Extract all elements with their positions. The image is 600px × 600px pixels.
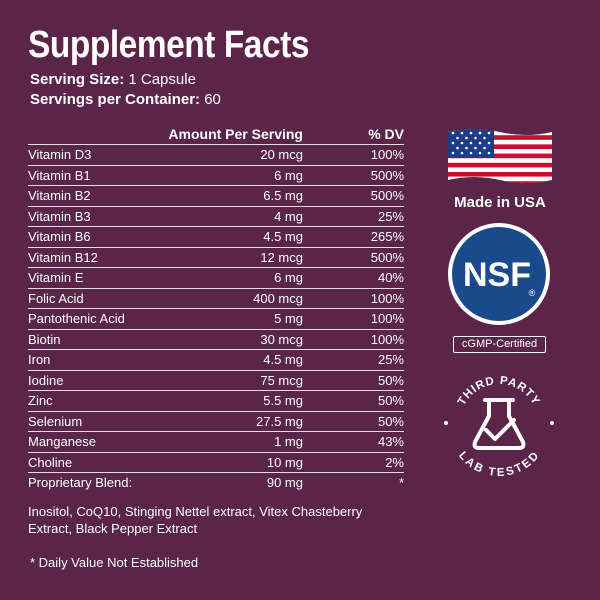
- nutrient-amount: 4.5 mg: [263, 229, 303, 245]
- nutrient-amount: 10 mg: [266, 454, 303, 470]
- nutrient-dv: 500%: [370, 188, 404, 204]
- nutrient-dv: 265%: [370, 229, 404, 245]
- nutrient-amount: 90 mg: [266, 475, 303, 491]
- nutrient-dv: 2%: [385, 454, 404, 470]
- nutrient-dv: 25%: [377, 352, 404, 368]
- table-row: Vitamin B2 6.5 mg 500%: [28, 185, 404, 206]
- table-row: Choline 10 mg 2%: [28, 451, 404, 473]
- nutrient-amount: 12 mcg: [260, 249, 303, 265]
- table-row: Selenium 27.5 mg 50%: [28, 410, 404, 432]
- svg-text:THIRD PARTY: THIRD PARTY: [456, 375, 542, 408]
- panel-title: Supplement Facts: [28, 24, 309, 66]
- nutrient-dv: *: [398, 475, 404, 491]
- flask-check-icon: [472, 398, 526, 450]
- nutrient-name: Choline: [28, 454, 73, 470]
- nutrient-dv: 100%: [370, 311, 404, 327]
- nutrient-name: Vitamin E: [28, 270, 84, 286]
- table-row: Proprietary Blend: 90 mg *: [28, 472, 404, 493]
- table-row: Manganese 1 mg 43%: [28, 431, 404, 452]
- nsf-logo-icon: NSF ®: [448, 223, 550, 325]
- table-row: Iron 4.5 mg 25%: [28, 349, 404, 370]
- nutrient-amount: 5.5 mg: [263, 393, 303, 409]
- footnote: * Daily Value Not Established: [30, 555, 199, 570]
- nutrient-name: Vitamin B2: [28, 188, 91, 204]
- nutrient-table: Amount Per Serving % DV Vitamin D3 20 mcg…: [28, 124, 404, 493]
- serving-size-label: Serving Size:: [30, 71, 125, 88]
- table-row: Folic Acid 400 mcg 100%: [28, 287, 404, 309]
- third-party-lab-badge: THIRD PARTY LAB TESTED: [444, 375, 554, 480]
- nutrient-name: Selenium: [28, 413, 83, 429]
- nutrient-dv: 500%: [370, 249, 404, 265]
- nutrient-name: Proprietary Blend:: [28, 475, 133, 491]
- serving-size-value: 1 Capsule: [128, 71, 196, 88]
- nutrient-name: Manganese: [28, 434, 96, 450]
- nutrient-amount: 30 mcg: [260, 331, 303, 347]
- servings-per-container: Servings per Container: 60: [30, 90, 221, 109]
- nutrient-name: Vitamin B3: [28, 208, 91, 224]
- table-row: Vitamin B6 4.5 mg 265%: [28, 226, 404, 247]
- nutrient-name: Folic Acid: [28, 290, 84, 306]
- blend-ingredients: Inositol, CoQ10, Stinging Nettel extract…: [28, 504, 363, 536]
- table-row: Vitamin B1 6 mg 500%: [28, 164, 404, 186]
- nutrient-dv: 100%: [370, 331, 404, 347]
- table-row: Pantothenic Acid 5 mg 100%: [28, 308, 404, 329]
- nutrient-amount: 6 mg: [274, 167, 303, 183]
- nutrient-amount: 20 mcg: [260, 147, 303, 163]
- servings-per-container-value: 60: [204, 91, 221, 108]
- nutrient-amount: 6.5 mg: [263, 188, 303, 204]
- nutrient-name: Pantothenic Acid: [28, 311, 125, 327]
- nutrient-dv: 50%: [377, 413, 404, 429]
- nutrient-dv: 50%: [377, 372, 404, 388]
- dv-header: % DV: [368, 126, 404, 142]
- table-row: Biotin 30 mcg 100%: [28, 328, 404, 350]
- nutrient-amount: 4 mg: [274, 208, 303, 224]
- serving-size: Serving Size: 1 Capsule: [30, 70, 196, 89]
- servings-per-container-label: Servings per Container:: [30, 91, 201, 108]
- made-in-usa-badge: Made in USA: [446, 126, 554, 211]
- cgmp-badge: cGMP-Certified: [453, 336, 546, 353]
- nutrient-dv: 50%: [377, 393, 404, 409]
- nutrient-dv: 100%: [370, 290, 404, 306]
- nutrient-name: Vitamin B6: [28, 229, 91, 245]
- table-body: Vitamin D3 20 mcg 100% Vitamin B1 6 mg 500% Vi…: [28, 144, 404, 493]
- nutrient-name: Zinc: [28, 393, 53, 409]
- lab-bottom-text: LAB TESTED: [456, 450, 541, 480]
- nutrient-amount: 400 mcg: [253, 290, 303, 306]
- nsf-text: NSF: [463, 256, 531, 294]
- made-in-usa-label: Made in USA: [454, 194, 546, 211]
- amount-header: Amount Per Serving: [168, 126, 303, 142]
- nutrient-dv: 25%: [377, 208, 404, 224]
- table-row: Vitamin E 6 mg 40%: [28, 267, 404, 288]
- nutrient-amount: 5 mg: [274, 311, 303, 327]
- table-row: Zinc 5.5 mg 50%: [28, 390, 404, 411]
- nutrient-name: Iodine: [28, 372, 64, 388]
- nutrient-dv: 500%: [370, 167, 404, 183]
- nutrient-name: Vitamin B1: [28, 167, 91, 183]
- nutrient-dv: 100%: [370, 147, 404, 163]
- nutrient-dv: 40%: [377, 270, 404, 286]
- svg-text:LAB TESTED: LAB TESTED: [456, 450, 542, 480]
- nutrient-amount: 4.5 mg: [263, 352, 303, 368]
- nutrient-amount: 1 mg: [274, 434, 303, 450]
- nutrient-amount: 75 mcg: [260, 372, 303, 388]
- nsf-registered-mark: ®: [529, 288, 536, 298]
- table-row: Vitamin B12 12 mcg 500%: [28, 246, 404, 268]
- nutrient-amount: 6 mg: [274, 270, 303, 286]
- us-flag-icon: [448, 129, 552, 183]
- table-row: Vitamin B3 4 mg 25%: [28, 205, 404, 227]
- table-row: Iodine 75 mcg 50%: [28, 369, 404, 391]
- nutrient-name: Vitamin D3: [28, 147, 92, 163]
- lab-top-text: THIRD PARTY: [456, 375, 541, 408]
- nutrient-name: Iron: [28, 352, 51, 368]
- nutrient-amount: 27.5 mg: [256, 413, 303, 429]
- table-header: Amount Per Serving % DV: [28, 124, 404, 144]
- nutrient-name: Biotin: [28, 331, 61, 347]
- nutrient-dv: 43%: [377, 434, 404, 450]
- nutrient-name: Vitamin B12: [28, 249, 98, 265]
- badge-dots: [444, 421, 554, 425]
- table-row: Vitamin D3 20 mcg 100%: [28, 144, 404, 165]
